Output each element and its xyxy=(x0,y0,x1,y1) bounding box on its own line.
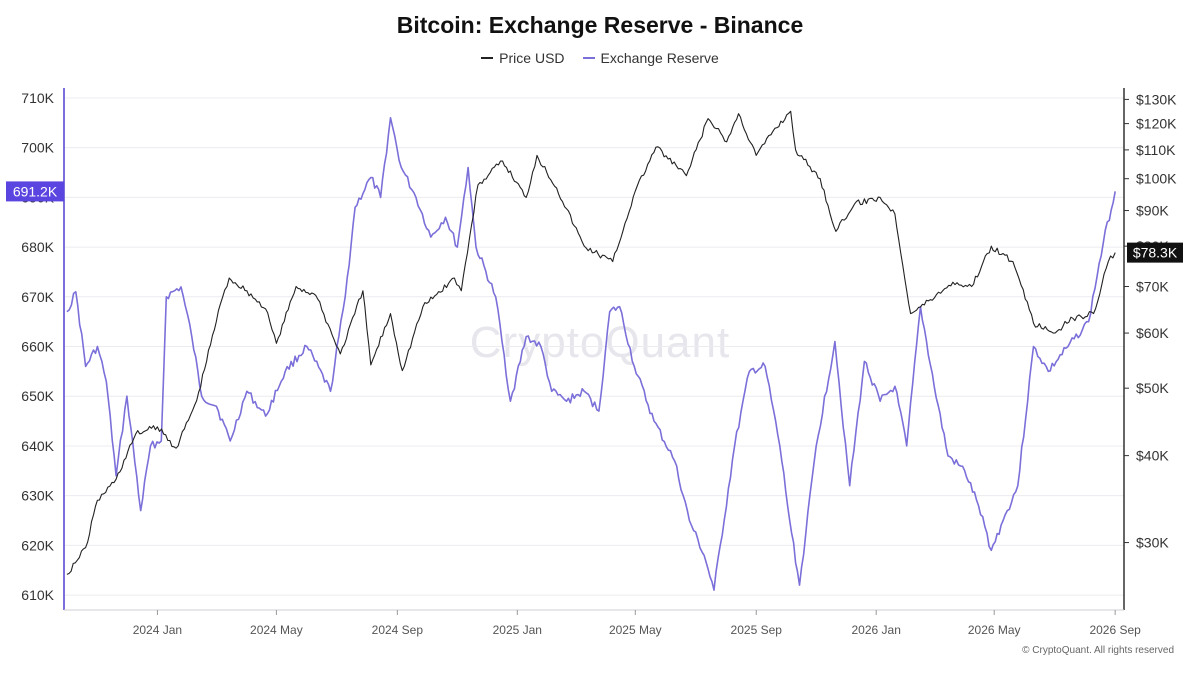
x-tick-label: 2024 Sep xyxy=(372,623,424,637)
left-tick-label: 710K xyxy=(21,90,54,106)
x-tick-label: 2024 Jan xyxy=(133,623,182,637)
x-tick-label: 2026 May xyxy=(968,623,1021,637)
grid-lines xyxy=(64,97,1124,596)
left-tick-label: 670K xyxy=(21,289,54,305)
left-tick-label: 680K xyxy=(21,239,54,255)
x-tick-label: 2025 Sep xyxy=(731,623,783,637)
right-tick-label: $60K xyxy=(1136,325,1169,341)
reserve-series-line xyxy=(66,117,1116,591)
left-tick-label: 640K xyxy=(21,438,54,454)
legend-label-price: Price USD xyxy=(499,50,565,66)
right-tick-label: $30K xyxy=(1136,535,1169,551)
left-tick-label: 620K xyxy=(21,537,54,553)
legend-item-price[interactable]: Price USD xyxy=(481,50,565,66)
price-last-value-label: $78.3K xyxy=(1133,245,1178,261)
left-tick-label: 630K xyxy=(21,488,54,504)
series-lines xyxy=(66,110,1116,591)
legend-item-reserve[interactable]: Exchange Reserve xyxy=(582,50,719,66)
left-tick-label: 660K xyxy=(21,339,54,355)
legend-swatch-price xyxy=(481,57,494,59)
x-tick-label: 2026 Jan xyxy=(852,623,901,637)
legend: Price USD Exchange Reserve xyxy=(0,50,1200,66)
right-tick-label: $50K xyxy=(1136,380,1169,396)
left-tick-label: 700K xyxy=(21,140,54,156)
right-tick-label: $90K xyxy=(1136,203,1169,219)
right-tick-label: $130K xyxy=(1136,91,1177,107)
right-tick-label: $110K xyxy=(1136,142,1176,158)
legend-swatch-reserve xyxy=(582,57,595,59)
x-axis: 2024 Jan 2024 May 2024 Sep 2025 Jan 2025 May… xyxy=(64,609,1141,637)
right-tick-label: $100K xyxy=(1136,171,1177,187)
x-tick-label: 2024 May xyxy=(250,623,303,637)
price-series-line xyxy=(66,110,1116,575)
left-tick-label: 650K xyxy=(21,388,54,404)
left-axis: 710K700K690K680K670K660K650K640K630K620K… xyxy=(21,88,65,610)
legend-label-reserve: Exchange Reserve xyxy=(600,50,719,66)
right-tick-label: $40K xyxy=(1136,448,1169,464)
price-last-value-badge xyxy=(1127,242,1183,263)
reserve-last-value-badge xyxy=(6,181,64,202)
chart-title: Bitcoin: Exchange Reserve - Binance xyxy=(396,12,804,38)
x-tick-label: 2026 Sep xyxy=(1089,623,1141,637)
copyright-footer: © CryptoQuant. All rights reserved xyxy=(1022,645,1174,656)
left-tick-label: 610K xyxy=(21,587,54,603)
reserve-last-value-label: 691.2K xyxy=(13,183,58,199)
right-tick-label: $70K xyxy=(1136,278,1169,294)
x-tick-label: 2025 Jan xyxy=(493,623,542,637)
x-tick-label: 2025 May xyxy=(609,623,662,637)
right-tick-label: $120K xyxy=(1136,116,1177,132)
value-badges: 691.2K $78.3K xyxy=(6,181,1183,263)
watermark: CryptoQuant xyxy=(469,318,731,367)
right-axis: $130K$120K$110K$100K$90K$80K$70K$60K$50K… xyxy=(1123,88,1177,610)
